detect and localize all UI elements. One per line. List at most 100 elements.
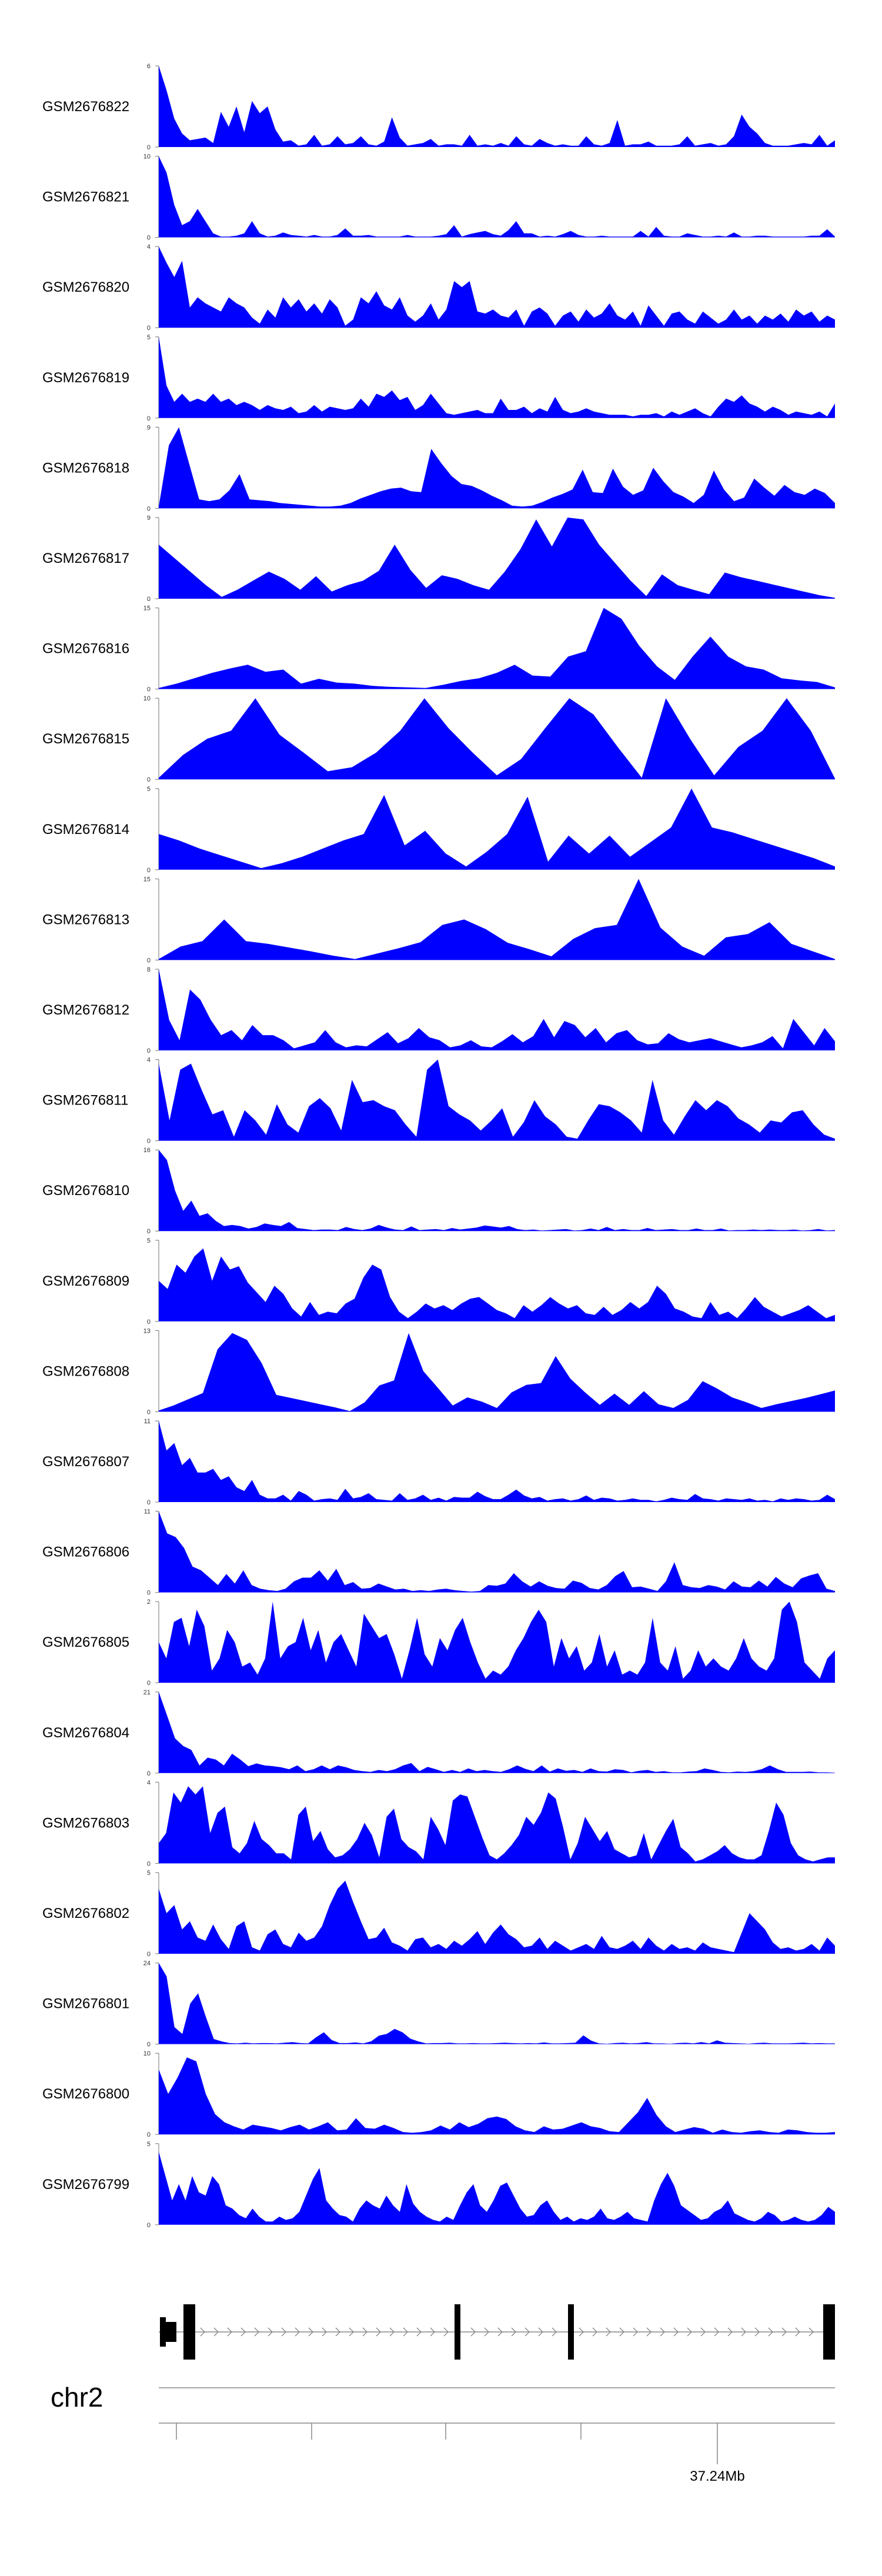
strand-chevron [592, 2327, 597, 2337]
track-label: GSM2676818 [42, 460, 129, 476]
strand-chevron [538, 2327, 543, 2337]
y-axis-min-label: 0 [147, 325, 151, 332]
track-label: GSM2676815 [42, 731, 129, 747]
coverage-area [159, 1511, 835, 1593]
strand-chevron [254, 2327, 259, 2337]
y-axis-max-label: 15 [143, 876, 151, 883]
y-axis-max-label: 13 [143, 1327, 151, 1334]
track-label: GSM2676801 [42, 1996, 129, 2012]
chromosome-label: chr2 [51, 2382, 103, 2413]
strand-chevron [727, 2327, 733, 2337]
y-axis-min-label: 0 [147, 1680, 151, 1687]
coverage-area [159, 1691, 835, 1773]
y-axis-min-label: 0 [147, 144, 151, 151]
y-axis-max-label: 5 [147, 2141, 151, 2148]
track-label: GSM2676811 [42, 1093, 128, 1109]
coverage-track: GSM2676807 11 0 [42, 1418, 835, 1506]
y-axis-max-label: 5 [147, 334, 151, 341]
strand-chevron [308, 2327, 313, 2337]
y-axis-max-label: 21 [143, 1689, 151, 1696]
coverage-area [159, 336, 835, 418]
coverage-area [159, 1150, 835, 1232]
y-axis-max-label: 16 [143, 1147, 151, 1154]
track-label: GSM2676810 [42, 1183, 129, 1199]
coverage-track: GSM2676815 10 0 [42, 695, 835, 783]
gene-exon [823, 2304, 835, 2360]
y-axis-min-label: 0 [147, 1499, 151, 1506]
strand-chevron [768, 2327, 773, 2337]
coverage-track: GSM2676814 5 0 [42, 786, 835, 874]
strand-chevron [430, 2327, 435, 2337]
track-label: GSM2676804 [42, 1725, 129, 1741]
strand-chevron [808, 2327, 814, 2337]
y-axis-max-label: 10 [143, 2050, 151, 2057]
y-axis-min-label: 0 [147, 776, 151, 783]
coverage-track: GSM2676820 4 0 [42, 243, 835, 332]
coverage-track: GSM2676801 24 0 [42, 1960, 835, 2048]
coordinate-label: 37.24Mb [690, 2468, 744, 2484]
strand-chevron [754, 2327, 760, 2337]
y-axis-max-label: 2 [147, 1599, 151, 1606]
y-axis-max-label: 6 [147, 63, 151, 70]
y-axis-max-label: 11 [144, 1509, 151, 1516]
track-label: GSM2676820 [42, 279, 129, 295]
gene-utr [166, 2322, 176, 2342]
coverage-track: GSM2676809 5 0 [42, 1237, 835, 1326]
y-axis-min-label: 0 [147, 1409, 151, 1416]
y-axis-max-label: 5 [147, 786, 151, 793]
y-axis-min-label: 0 [147, 1951, 151, 1958]
gene-exon [455, 2304, 460, 2360]
coverage-track: GSM2676810 16 0 [42, 1147, 835, 1235]
coverage-track: GSM2676816 15 0 [42, 605, 835, 693]
y-axis-min-label: 0 [147, 2131, 151, 2138]
strand-chevron [443, 2327, 449, 2337]
strand-chevron [240, 2327, 246, 2337]
y-axis-min-label: 0 [147, 1138, 151, 1145]
track-label: GSM2676814 [42, 822, 129, 837]
coverage-area [159, 698, 835, 780]
gene-exon [160, 2317, 166, 2347]
coverage-area [159, 2057, 835, 2135]
track-label: GSM2676819 [42, 370, 129, 386]
y-axis-min-label: 0 [147, 2041, 151, 2048]
y-axis-max-label: 15 [143, 605, 151, 612]
coverage-track: GSM2676822 6 0 [42, 63, 835, 151]
y-axis-min-label: 0 [147, 235, 151, 242]
coverage-area [159, 66, 835, 147]
track-label: GSM2676817 [42, 550, 129, 566]
track-label: GSM2676807 [42, 1454, 129, 1470]
coverage-area [159, 1786, 835, 1864]
y-axis-min-label: 0 [147, 867, 151, 874]
strand-chevron [700, 2327, 706, 2337]
gene-model [159, 2304, 835, 2360]
strand-chevron [795, 2327, 800, 2337]
coverage-area [159, 608, 835, 689]
strand-chevron [349, 2327, 354, 2337]
coverage-track: GSM2676802 5 0 [42, 1870, 835, 1958]
y-axis-max-label: 4 [147, 243, 151, 251]
strand-chevron [281, 2327, 286, 2337]
track-label: GSM2676805 [42, 1634, 129, 1650]
y-axis-min-label: 0 [147, 1319, 151, 1326]
strand-chevron [633, 2327, 638, 2337]
y-axis-min-label: 0 [147, 957, 151, 964]
coverage-track: GSM2676817 9 0 [42, 515, 835, 603]
y-axis-min-label: 0 [147, 1770, 151, 1777]
coverage-track: GSM2676799 5 0 [42, 2141, 835, 2229]
coverage-area [159, 518, 835, 599]
coverage-track: GSM2676805 2 0 [42, 1599, 835, 1687]
track-label: GSM2676812 [42, 1002, 129, 1018]
track-label: GSM2676802 [42, 1906, 129, 1921]
gene-strand-arrows [200, 2327, 814, 2337]
track-label: GSM2676806 [42, 1544, 129, 1560]
track-label: GSM2676799 [42, 2177, 129, 2193]
strand-chevron [781, 2327, 787, 2337]
gene-exon [183, 2304, 195, 2360]
y-axis-min-label: 0 [147, 1590, 151, 1597]
y-axis-min-label: 0 [147, 1860, 151, 1867]
strand-chevron [687, 2327, 692, 2337]
coverage-area [159, 879, 835, 960]
strand-chevron [552, 2327, 557, 2337]
strand-chevron [524, 2327, 530, 2337]
